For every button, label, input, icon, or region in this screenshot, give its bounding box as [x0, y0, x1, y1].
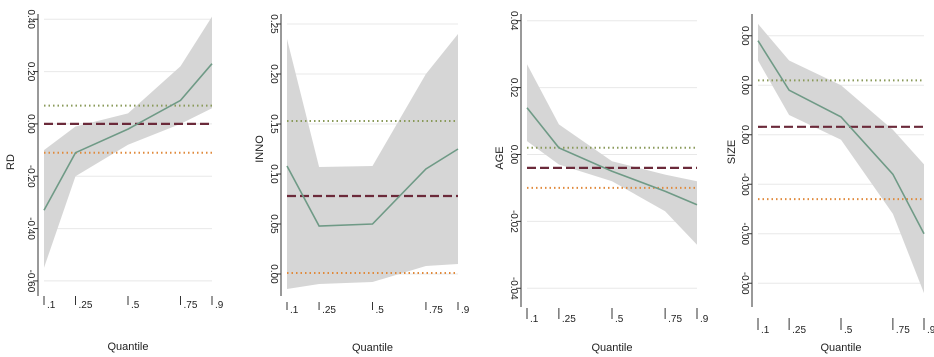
y-tick-label: -0.04: [508, 277, 519, 300]
x-tick-label: .5: [376, 305, 385, 316]
y-tick-label: 0.00: [508, 145, 519, 165]
y-tick-label: 0.00: [25, 114, 36, 134]
y-tick-label: -0.60: [25, 270, 36, 293]
confidence-band: [44, 16, 212, 268]
chart-panel-inno: 0.25 0.20 0.15 0.10 0.05 0.00 INNO .1 .25 .5 .75 .9…: [254, 14, 470, 354]
x-tick-label: .5: [131, 300, 140, 311]
x-axis-label: Quantile: [821, 342, 862, 354]
x-tick-label: .9: [215, 300, 224, 311]
x-tick-label: .9: [700, 314, 709, 325]
x-tick-label: .1: [290, 305, 299, 316]
quantile-estimate-line: [286, 148, 459, 227]
x-tick-label: .75: [896, 325, 910, 336]
y-tick-label: -0.40: [25, 217, 36, 240]
y-axis-label: SIZE: [726, 140, 738, 164]
y-tick-label: 0.02: [508, 78, 519, 98]
y-tick-label: -0.20: [25, 165, 36, 188]
y-tick-label: 0.20: [25, 62, 36, 82]
y-tick-label: 0.40: [25, 9, 36, 29]
chart-panel-size: 0.000.000.00-0.00-0.00-0.00SIZE.1.25.5.7…: [726, 14, 934, 354]
x-tick-label: .25: [322, 305, 336, 316]
y-tick-label: 0.25: [268, 14, 279, 34]
y-tick-label: 0.00: [739, 26, 750, 46]
x-tick-label: .1: [47, 300, 56, 311]
y-tick-label: 0.20: [268, 64, 279, 84]
x-axis-label: Quantile: [352, 342, 393, 354]
x-tick-label: .75: [429, 305, 443, 316]
y-tick-label: 0.00: [739, 76, 750, 96]
y-tick-label: 0.04: [508, 11, 519, 31]
confidence-band: [287, 34, 458, 289]
quantile-estimate-line: [526, 107, 698, 206]
x-tick-label: .75: [668, 314, 682, 325]
y-axis-label: RD: [5, 154, 17, 170]
y-tick-label: 0.10: [268, 164, 279, 184]
y-tick-label: 0.00: [268, 264, 279, 284]
x-tick-label: .1: [530, 314, 539, 325]
y-tick-label: 0.15: [268, 114, 279, 134]
confidence-band: [527, 64, 697, 245]
y-tick-label: -0.02: [508, 210, 519, 233]
x-tick-label: .1: [761, 325, 770, 336]
x-tick-label: .25: [562, 314, 576, 325]
x-axis-label: Quantile: [592, 342, 633, 354]
x-tick-label: .75: [184, 300, 198, 311]
x-tick-label: .25: [79, 300, 93, 311]
y-tick-label: -0.00: [739, 272, 750, 295]
x-axis-label: Quantile: [108, 341, 149, 353]
chart-panel-rd: 0.40 0.20 0.00 -0.20 -0.40 -0.60 RD .1 .25 .5 .75.…: [5, 9, 224, 353]
y-tick-label: 0.05: [268, 214, 279, 234]
y-tick-label: 0.00: [739, 125, 750, 145]
quantile-estimate-line: [43, 63, 213, 211]
x-tick-label: .5: [844, 325, 853, 336]
confidence-band: [758, 23, 924, 294]
x-tick-label: .25: [792, 325, 806, 336]
y-tick-label: -0.00: [739, 222, 750, 245]
chart-panel-age: 0.04 0.02 0.00 -0.02 -0.04 AGE .1 .25 .5 .75 .9 Qua…: [494, 11, 709, 354]
quantile-estimate-line: [757, 40, 925, 235]
x-tick-label: .5: [615, 314, 624, 325]
y-axis-label: INNO: [254, 135, 266, 163]
x-tick-label: .9: [461, 305, 470, 316]
x-tick-label: .9: [927, 325, 934, 336]
y-tick-label: -0.00: [739, 173, 750, 196]
y-axis-label: AGE: [494, 146, 506, 169]
